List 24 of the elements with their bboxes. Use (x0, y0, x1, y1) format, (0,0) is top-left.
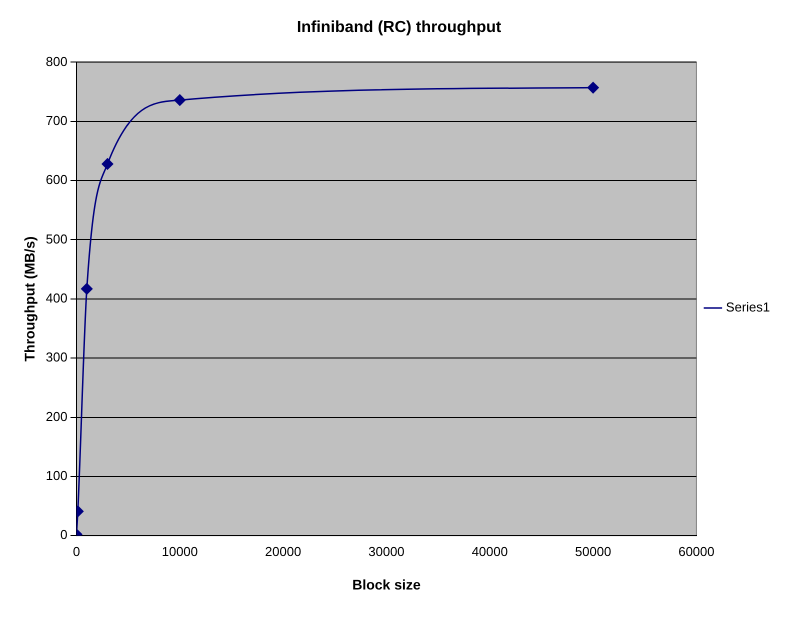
point (587, 82, 599, 94)
y-tick-label: 200 (46, 408, 68, 424)
x-tick-label: 20000 (265, 544, 302, 559)
y-tick-label: 600 (46, 172, 68, 188)
point (81, 283, 93, 295)
x-tick-label: 0 (72, 544, 80, 559)
y-tick-label: 700 (46, 112, 68, 128)
x-tick-label: 40000 (472, 544, 508, 559)
y-tick-label: 300 (46, 350, 68, 365)
y-tick-label: 0 (60, 527, 68, 542)
x-axis-title: Block size (352, 576, 421, 592)
y-axis-title: Throughput (MB/s) (21, 236, 38, 362)
point (174, 94, 186, 106)
y-tick-label: 800 (46, 54, 68, 69)
y-tick-label: 400 (46, 290, 68, 306)
x-tick-label: 30000 (368, 544, 405, 559)
x-tick-label: 60000 (678, 544, 714, 559)
chart-title: Infiniband (RC) throughput (296, 19, 502, 36)
y-tick-label: 500 (46, 231, 68, 246)
point (102, 158, 114, 170)
x-tick-label: 10000 (162, 544, 198, 559)
y-tick-label: 100 (46, 468, 68, 484)
legend-label: Series1 (726, 300, 770, 315)
x-tick-label: 50000 (575, 544, 612, 559)
